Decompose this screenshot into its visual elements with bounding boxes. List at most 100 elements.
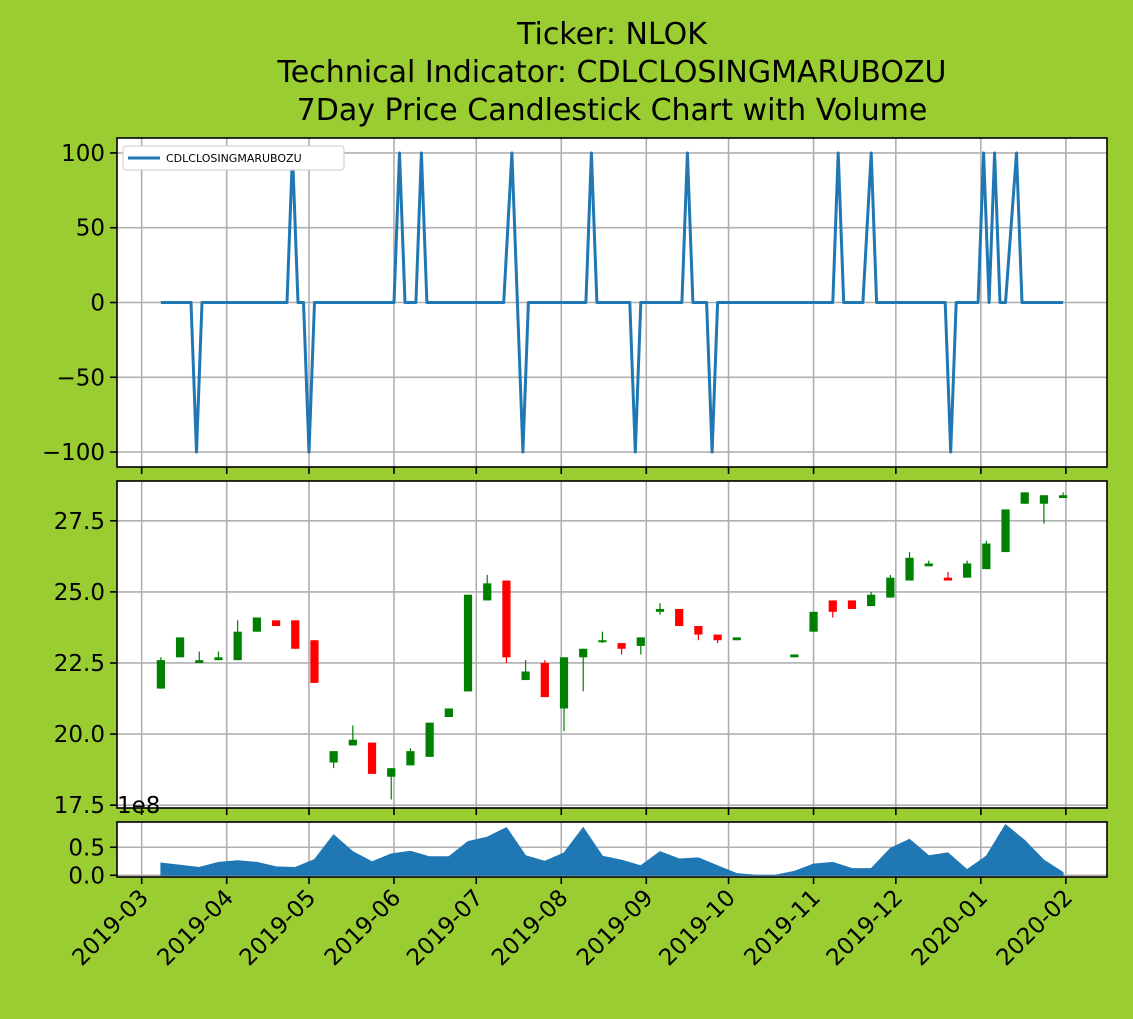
candle-body <box>1001 509 1010 553</box>
candle-down <box>271 620 281 627</box>
candle-body <box>867 594 876 607</box>
indicator-series-line <box>160 151 1064 454</box>
candle-up <box>463 594 473 692</box>
volume-panel: 0.00.5 1e8 <box>68 793 1108 889</box>
candle-body <box>271 620 281 627</box>
candle-body <box>291 620 300 649</box>
price-panel: 17.5 20.0 22.5 25.0 27.5 <box>54 480 1108 819</box>
candle-body <box>732 637 741 641</box>
candle-body <box>252 617 261 632</box>
candle-body <box>310 640 319 683</box>
candle-up <box>732 637 741 641</box>
candle-body <box>175 637 185 658</box>
chart-title-line-2: Technical Indicator: CDLCLOSINGMARUBOZU <box>277 55 947 90</box>
candle-body <box>828 600 837 612</box>
candle-down <box>847 600 857 609</box>
y-tick-label: −100 <box>42 440 105 466</box>
y-tick-label: 100 <box>61 141 105 167</box>
candle-body <box>502 580 511 658</box>
candle-down <box>617 643 626 655</box>
candle-body <box>924 563 933 567</box>
candle-body <box>579 648 588 658</box>
y-tick-label: 27.5 <box>54 509 105 535</box>
candle-body <box>905 557 914 581</box>
candle-down <box>367 742 377 774</box>
candle-body <box>1020 492 1029 504</box>
candle-body <box>559 657 569 709</box>
y-tick-label: 0.0 <box>68 863 105 889</box>
plot-area <box>117 481 1107 808</box>
candle-up <box>655 603 665 615</box>
legend-box <box>122 145 345 171</box>
candle-body <box>790 654 799 658</box>
candle-body <box>617 643 626 649</box>
candle-body <box>540 662 549 698</box>
candle-up <box>175 637 185 658</box>
candle-down <box>713 634 722 644</box>
candle-body <box>886 577 895 598</box>
candle-body <box>675 608 684 627</box>
candle-up <box>579 648 588 692</box>
candle-body <box>1039 495 1049 504</box>
candle-up <box>790 654 799 658</box>
candle-up <box>425 722 434 757</box>
candle-up <box>867 591 876 607</box>
candle-up <box>1059 492 1068 499</box>
candle-up <box>598 631 607 644</box>
candle-up <box>252 617 261 632</box>
volume-area <box>160 824 1064 876</box>
candle-body <box>444 708 453 718</box>
candle-body <box>348 739 357 746</box>
candle-body <box>694 626 703 635</box>
legend: CDLCLOSINGMARUBOZU <box>122 145 345 171</box>
candle-down <box>310 640 319 683</box>
candle-body <box>521 671 530 681</box>
candle-up <box>963 560 972 578</box>
candle-up <box>982 540 991 570</box>
candle-body <box>982 543 991 570</box>
candle-body <box>1059 495 1068 499</box>
candle-down <box>675 608 684 627</box>
candle-body <box>406 751 415 766</box>
candle-up <box>905 552 914 581</box>
candle-up <box>886 574 895 598</box>
candle-up <box>636 637 645 655</box>
candle-up <box>521 660 530 681</box>
candle-up <box>1001 509 1010 553</box>
candle-up <box>156 657 165 689</box>
candle-body <box>367 742 377 774</box>
candle-up <box>406 748 415 766</box>
y-tick-label: 17.5 <box>54 793 105 819</box>
candle-down <box>828 600 837 618</box>
plot-frame <box>116 137 1108 468</box>
candle-body <box>655 608 665 612</box>
y-tick-label: −50 <box>56 365 105 391</box>
y-tick-label: 22.5 <box>54 651 105 677</box>
candle-body <box>214 657 223 661</box>
candle-down <box>540 660 549 698</box>
candle-body <box>329 751 338 763</box>
candle-body <box>943 577 953 581</box>
y-tick-label: 20.0 <box>54 722 105 748</box>
candle-up <box>387 768 396 800</box>
y-tick-label: 25.0 <box>54 580 105 606</box>
y-tick-label: 50 <box>76 216 105 242</box>
candle-body <box>425 722 434 757</box>
candle-down <box>694 626 703 641</box>
candle-body <box>463 594 473 692</box>
chart-title-line-3: 7Day Price Candlestick Chart with Volume <box>297 93 928 128</box>
indicator-panel: 100 50 0 −50 −100 CDLCLOSINGMARUBOZU <box>42 137 1108 474</box>
chart-title-line-1: Ticker: NLOK <box>516 17 708 52</box>
candle-up <box>444 708 453 718</box>
plot-frame <box>116 480 1108 809</box>
candle-body <box>636 637 645 646</box>
candle-body <box>847 600 857 609</box>
candle-down <box>502 580 511 663</box>
candle-up <box>924 560 933 567</box>
candle-up <box>809 611 818 632</box>
candle-up <box>1039 495 1049 524</box>
candle-up <box>195 651 204 663</box>
candle-body <box>598 640 607 643</box>
y-tick-label: 0 <box>90 291 105 317</box>
